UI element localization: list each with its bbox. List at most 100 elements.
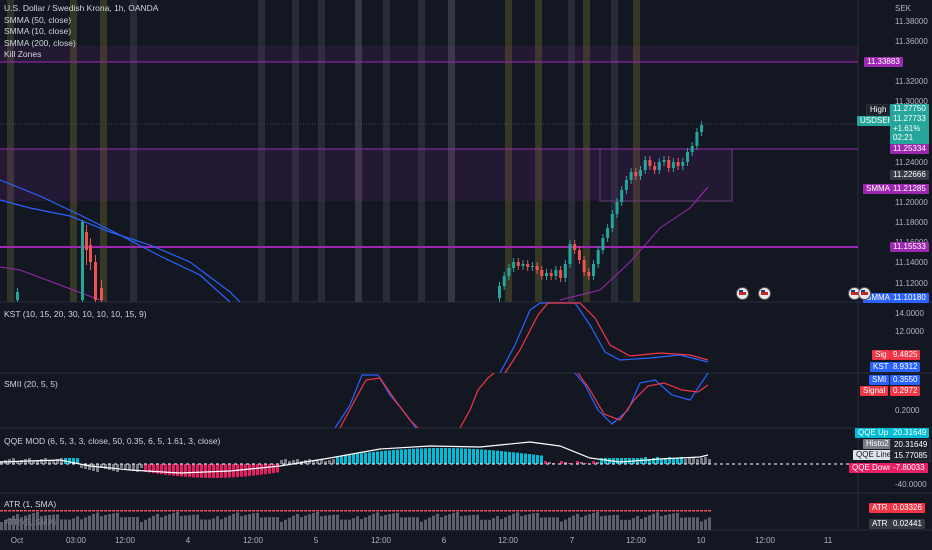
qqe-histogram-bar: [348, 454, 351, 464]
kill-zone-band: [355, 0, 362, 302]
atr-bar: [100, 516, 103, 530]
symbol-title[interactable]: U.S. Dollar / Swedish Krona, 1h, OANDA: [4, 3, 159, 13]
qqe-histogram-bar: [292, 460, 295, 464]
qqe-histogram-bar: [356, 453, 359, 464]
qqe-histogram-bar: [184, 464, 187, 477]
atr-line-dot: [24, 510, 27, 512]
qqe-histogram-bar: [404, 449, 407, 464]
kst-signal-line: [504, 302, 709, 374]
atr-line-dot: [12, 510, 15, 512]
smi-signal-line: [339, 377, 419, 429]
atr-line-dot: [356, 510, 359, 512]
atr5-title[interactable]: ATR (5, SMA): [4, 517, 57, 527]
smma-value-1: 11.21285: [890, 184, 929, 194]
qqe-histogram-bar: [32, 461, 35, 464]
qqe-histogram-bar: [156, 464, 159, 474]
smma-value-2: 11.10180: [890, 293, 929, 303]
kst-title[interactable]: KST (10, 15, 20, 30, 10, 10, 10, 15, 9): [4, 309, 147, 319]
qqe-histogram-bar: [680, 457, 683, 464]
time-label: 12:00: [114, 536, 136, 545]
indicator-smma-50[interactable]: SMMA (50, close): [4, 14, 72, 25]
atr-bar: [168, 514, 171, 530]
atr-line-dot: [656, 510, 659, 512]
indicator-smma-200[interactable]: SMMA (200, close): [4, 37, 76, 48]
candle-body: [624, 180, 628, 190]
atr-bar: [80, 519, 83, 530]
qqe-histogram-bar: [584, 463, 587, 464]
atr-bar: [416, 517, 419, 530]
atr-bar: [680, 517, 683, 530]
qqe-histogram-bar: [408, 448, 411, 464]
qqe-histogram-bar: [312, 461, 315, 464]
candle-body: [582, 260, 586, 272]
candle-body: [671, 162, 675, 168]
atr-line-dot: [244, 510, 247, 512]
smii-title[interactable]: SMII (20, 5, 5): [4, 379, 58, 389]
qqe-histogram-bar: [212, 464, 215, 478]
candle-body: [16, 292, 19, 300]
qqe-histogram-bar: [284, 459, 287, 464]
qqe-up-label: QQE Up: [855, 428, 892, 438]
qqe-histogram-bar: [360, 453, 363, 464]
indicator-smma-10[interactable]: SMMA (10, close): [4, 26, 72, 36]
qqe-histogram-bar: [492, 450, 495, 464]
atr-bar: [556, 517, 559, 530]
atr-bar: [696, 517, 699, 530]
kill-zone-band: [633, 0, 640, 302]
qqe-histogram-bar: [180, 464, 183, 477]
atr-line-dot: [432, 510, 435, 512]
smi-value: 0.3550: [890, 375, 921, 385]
atr-bar: [412, 517, 415, 530]
qqe-histogram-bar: [436, 448, 439, 464]
kill-zone-box: [0, 46, 858, 63]
atr-bar: [464, 515, 467, 530]
atr-bar: [336, 514, 339, 530]
qqe-histogram-bar: [560, 461, 563, 464]
atr-line-dot: [460, 510, 463, 512]
atr-bar: [564, 519, 567, 530]
atr-bar: [584, 515, 587, 530]
qqe-histogram-bar: [16, 461, 19, 464]
atr-bar: [636, 515, 639, 530]
qqe-histogram-bar: [468, 448, 471, 464]
us-flag-event-icon[interactable]: [858, 287, 871, 300]
indicator-kill-zones[interactable]: Kill Zones: [4, 49, 42, 59]
kst-sig-label: Sig: [872, 350, 890, 360]
atr-line-dot: [88, 510, 91, 512]
atr-line-dot: [392, 510, 395, 512]
atr-line-dot: [36, 510, 39, 512]
qqe-histogram-bar: [280, 460, 283, 464]
atr1-title[interactable]: ATR (1, SMA): [4, 499, 57, 509]
symbol-tag: USDSEK: [857, 116, 896, 126]
atr-bar: [348, 519, 351, 530]
qqe-histogram-bar: [596, 462, 599, 464]
qqe-histogram-bar: [272, 464, 275, 474]
atr-line-dot: [504, 510, 507, 512]
qqe-histogram-bar: [660, 459, 663, 464]
atr-bar: [640, 518, 643, 530]
atr-line-dot: [492, 510, 495, 512]
atr1-value: 0.03326: [890, 503, 925, 513]
atr-bar: [472, 514, 475, 530]
atr-bar: [400, 517, 403, 530]
qqe-title[interactable]: QQE MOD (6, 5, 3, 3, close, 50, 0.35, 6,…: [4, 436, 221, 446]
qqe-histogram-bar: [320, 459, 323, 464]
qqe-histogram-bar: [264, 464, 267, 475]
us-flag-event-icon[interactable]: [758, 287, 771, 300]
candle-body: [577, 250, 581, 260]
atr-line-dot: [332, 510, 335, 512]
atr-line-dot: [168, 510, 171, 512]
qqe-histogram-bar: [148, 464, 151, 473]
us-flag-event-icon[interactable]: [736, 287, 749, 300]
time-label: 11: [823, 536, 833, 545]
atr-line-dot: [52, 510, 55, 512]
atr-line-dot: [556, 510, 559, 512]
axis-tick: 11.24000: [895, 158, 928, 167]
qqe-histogram-bar: [504, 451, 507, 464]
smma-label-2: SMMA: [863, 293, 893, 303]
smii-axis-tick: 0.2000: [895, 406, 920, 415]
atr-line-dot: [212, 510, 215, 512]
atr-line-dot: [348, 510, 351, 512]
qqe-histogram-bar: [500, 451, 503, 464]
